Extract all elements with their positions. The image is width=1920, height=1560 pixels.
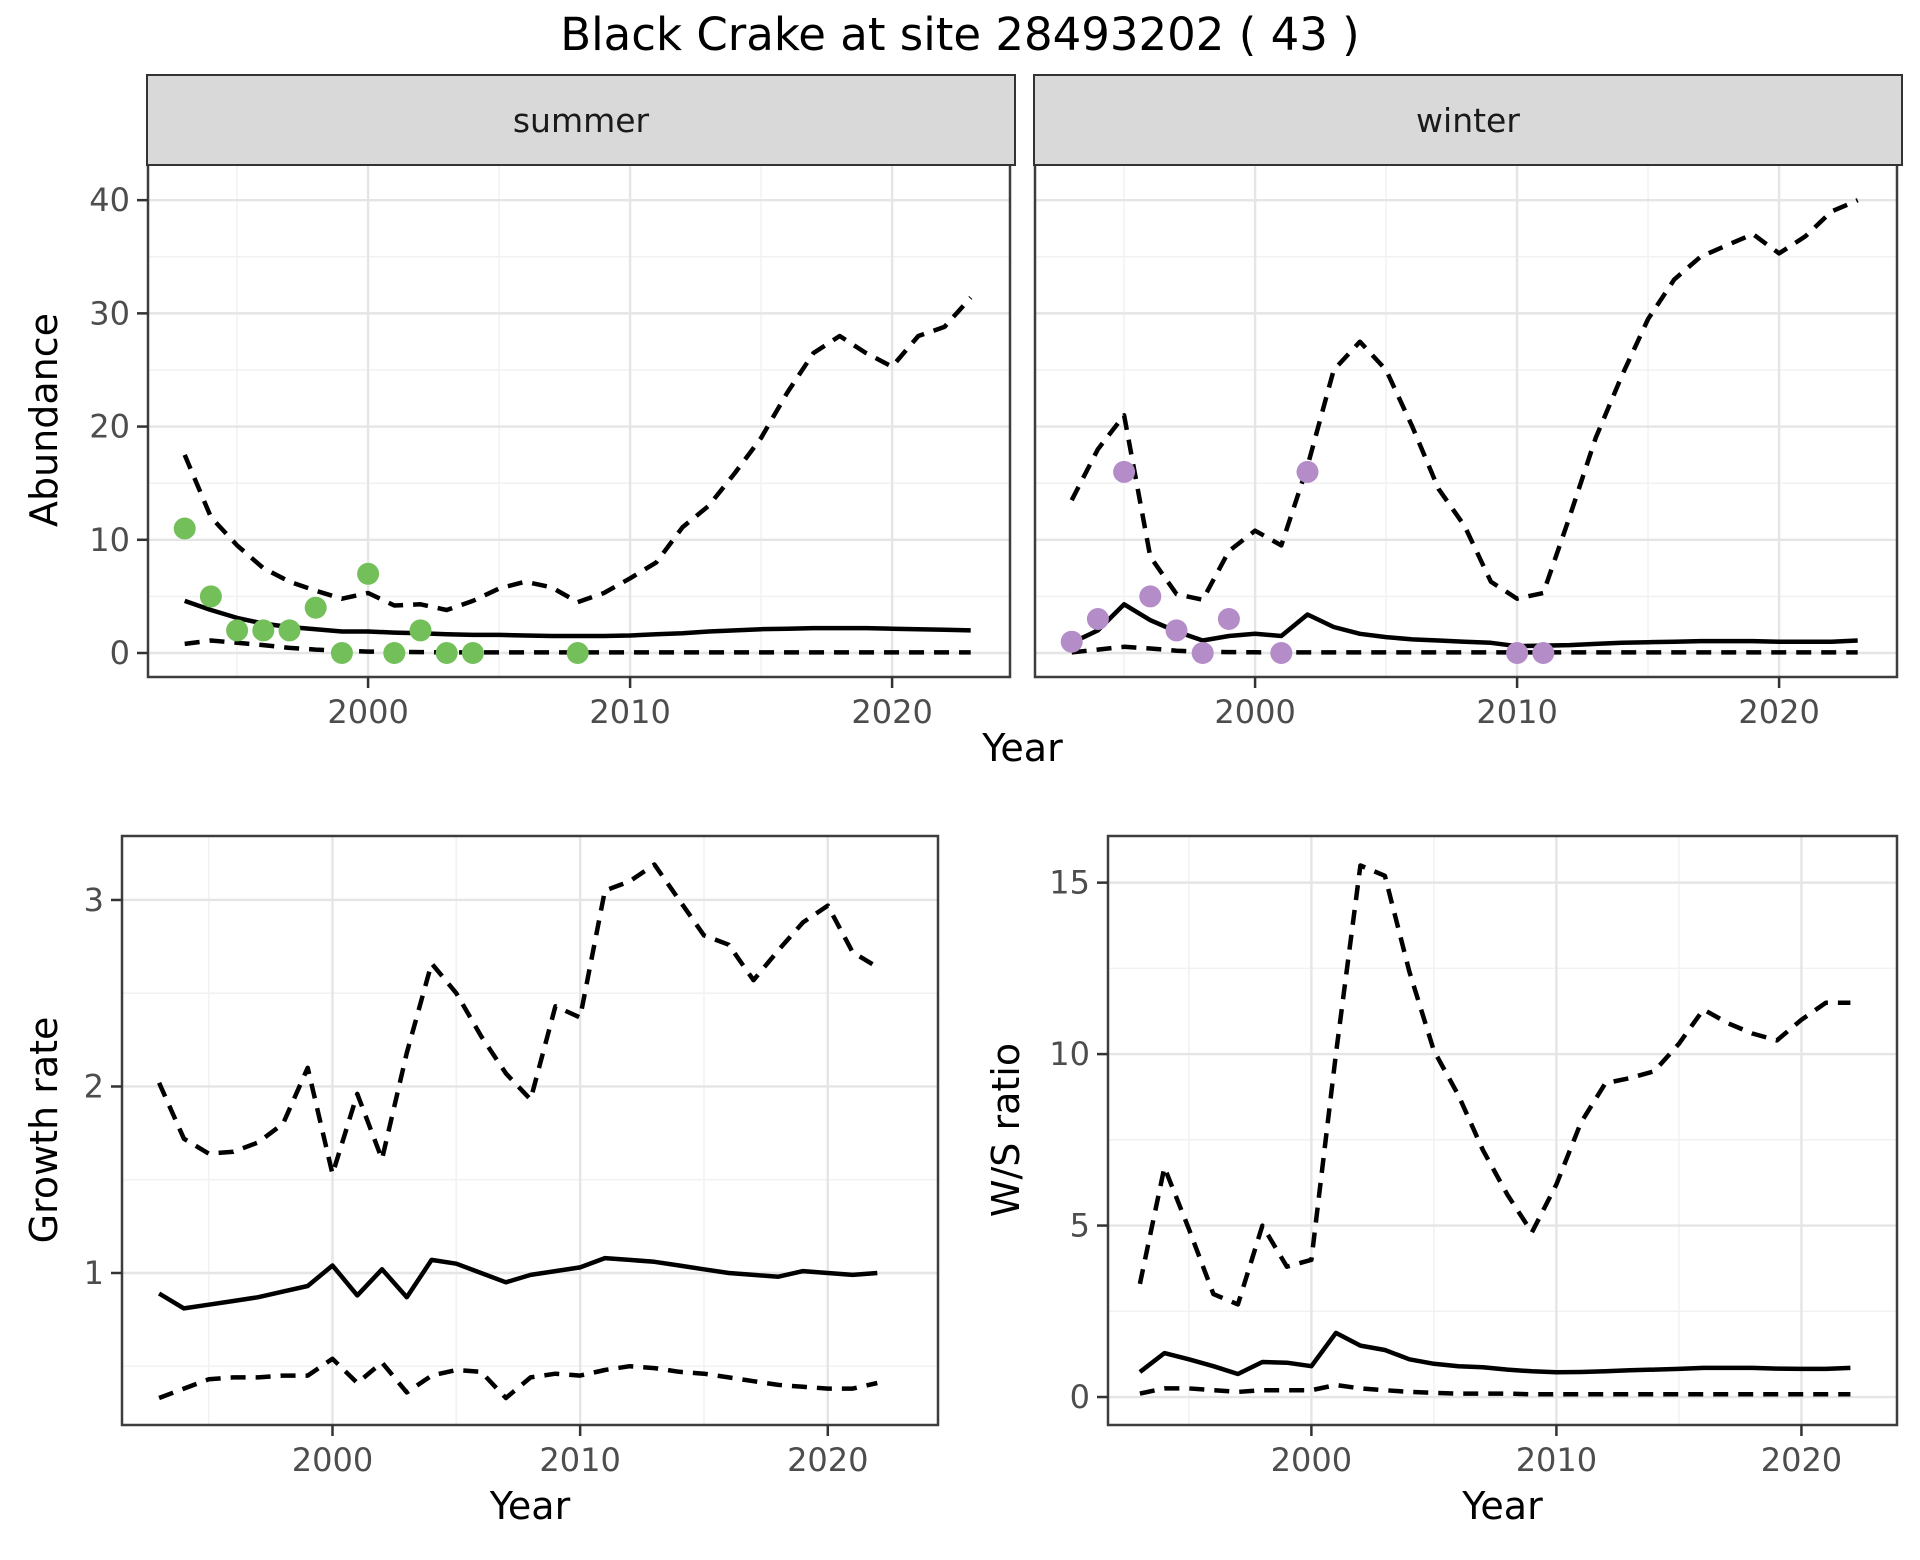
panel-border [1106,834,1899,1427]
lower-ci-line [184,638,971,655]
observation-point [566,642,589,664]
x-tick-label: 2020 [1738,693,1819,731]
y-axis-title-abundance: Abundance [22,312,66,528]
observation-point [1506,642,1529,664]
observation-point [278,619,301,642]
panel-ws_ratio: 2000 2010 2020 0 5 10 15 [1049,834,1899,1479]
observation-point [252,619,275,642]
facet-strip-winter: winter [1033,74,1903,166]
lower-ci-line [1071,644,1858,655]
observation-point [304,596,327,619]
panel-border [120,834,940,1427]
panel-abundance_summer: 2000 2010 2020 0 10 20 30 40 [89,160,1012,731]
y-tick-label: 0 [110,634,130,672]
y-axis-title-ws-ratio: W/S ratio [984,1042,1028,1218]
x-tick-label: 2010 [1516,1441,1597,1479]
x-tick-label: 2010 [589,693,670,731]
x-axis-title-ws: Year [1462,1484,1543,1528]
y-tick-label: 10 [1049,1035,1090,1073]
chart-title: Black Crake at site 28493202 ( 43 ) [560,8,1360,61]
x-tick-label: 2000 [292,1441,373,1479]
observation-point [1296,460,1319,483]
observation-point [1270,642,1293,664]
observation-point [1139,585,1162,608]
x-tick-label: 2010 [1476,693,1557,731]
y-axis-title-growth-rate: Growth rate [22,1016,66,1244]
observation-point [1113,460,1136,483]
observation-point [461,642,484,664]
y-tick-label: 3 [84,881,104,919]
observation-point [1191,642,1214,664]
median-line [1138,1330,1851,1377]
y-tick-label: 40 [89,181,130,219]
y-tick-label: 5 [1070,1207,1090,1245]
panel-growth_rate: 2000 2010 2020 1 2 3 [84,834,940,1479]
observation-point [226,619,249,642]
observation-point [1086,608,1109,630]
x-tick-label: 2020 [787,1441,868,1479]
median-line [183,598,971,639]
observation-point [409,619,432,642]
x-tick-label: 2020 [851,693,932,731]
y-tick-label: 0 [1070,1378,1090,1416]
observation-point [173,517,196,540]
observation-point [1217,608,1240,630]
observation-point [1532,642,1555,664]
y-tick-label: 2 [84,1067,104,1105]
observation-point [199,585,222,608]
observation-point [1165,619,1188,642]
x-tick-label: 2000 [1214,693,1295,731]
observation-point [383,642,406,664]
facet-strip-summer-label: summer [512,100,650,140]
x-tick-label: 2000 [327,693,408,731]
y-tick-label: 30 [89,294,130,332]
observation-point [435,642,458,664]
x-tick-label: 2010 [539,1441,620,1479]
lower-ci-line [1139,1382,1851,1397]
lower-ci-line [158,1356,878,1401]
x-axis-title-growth: Year [489,1484,571,1528]
median-line [157,1255,878,1311]
y-tick-label: 15 [1049,864,1090,902]
panel-abundance_winter: 2000 2010 2020 [1033,160,1899,731]
upper-ci-line [182,296,973,613]
x-tick-label: 2000 [1271,1441,1352,1479]
facet-strip-summer: summer [146,74,1016,166]
y-tick-label: 1 [84,1254,104,1292]
observation-point [357,562,380,585]
panel-border [1033,160,1899,679]
x-tick-label: 2020 [1761,1441,1842,1479]
observation-point [1060,630,1083,653]
facet-strip-winter-label: winter [1416,100,1520,140]
y-tick-label: 10 [89,521,130,559]
median-line [1070,602,1858,649]
x-axis-title-top: Year [982,726,1063,770]
observation-point [330,642,353,664]
y-tick-label: 20 [89,408,130,446]
upper-ci-line [1137,863,1851,1307]
upper-ci-line [157,862,879,1177]
